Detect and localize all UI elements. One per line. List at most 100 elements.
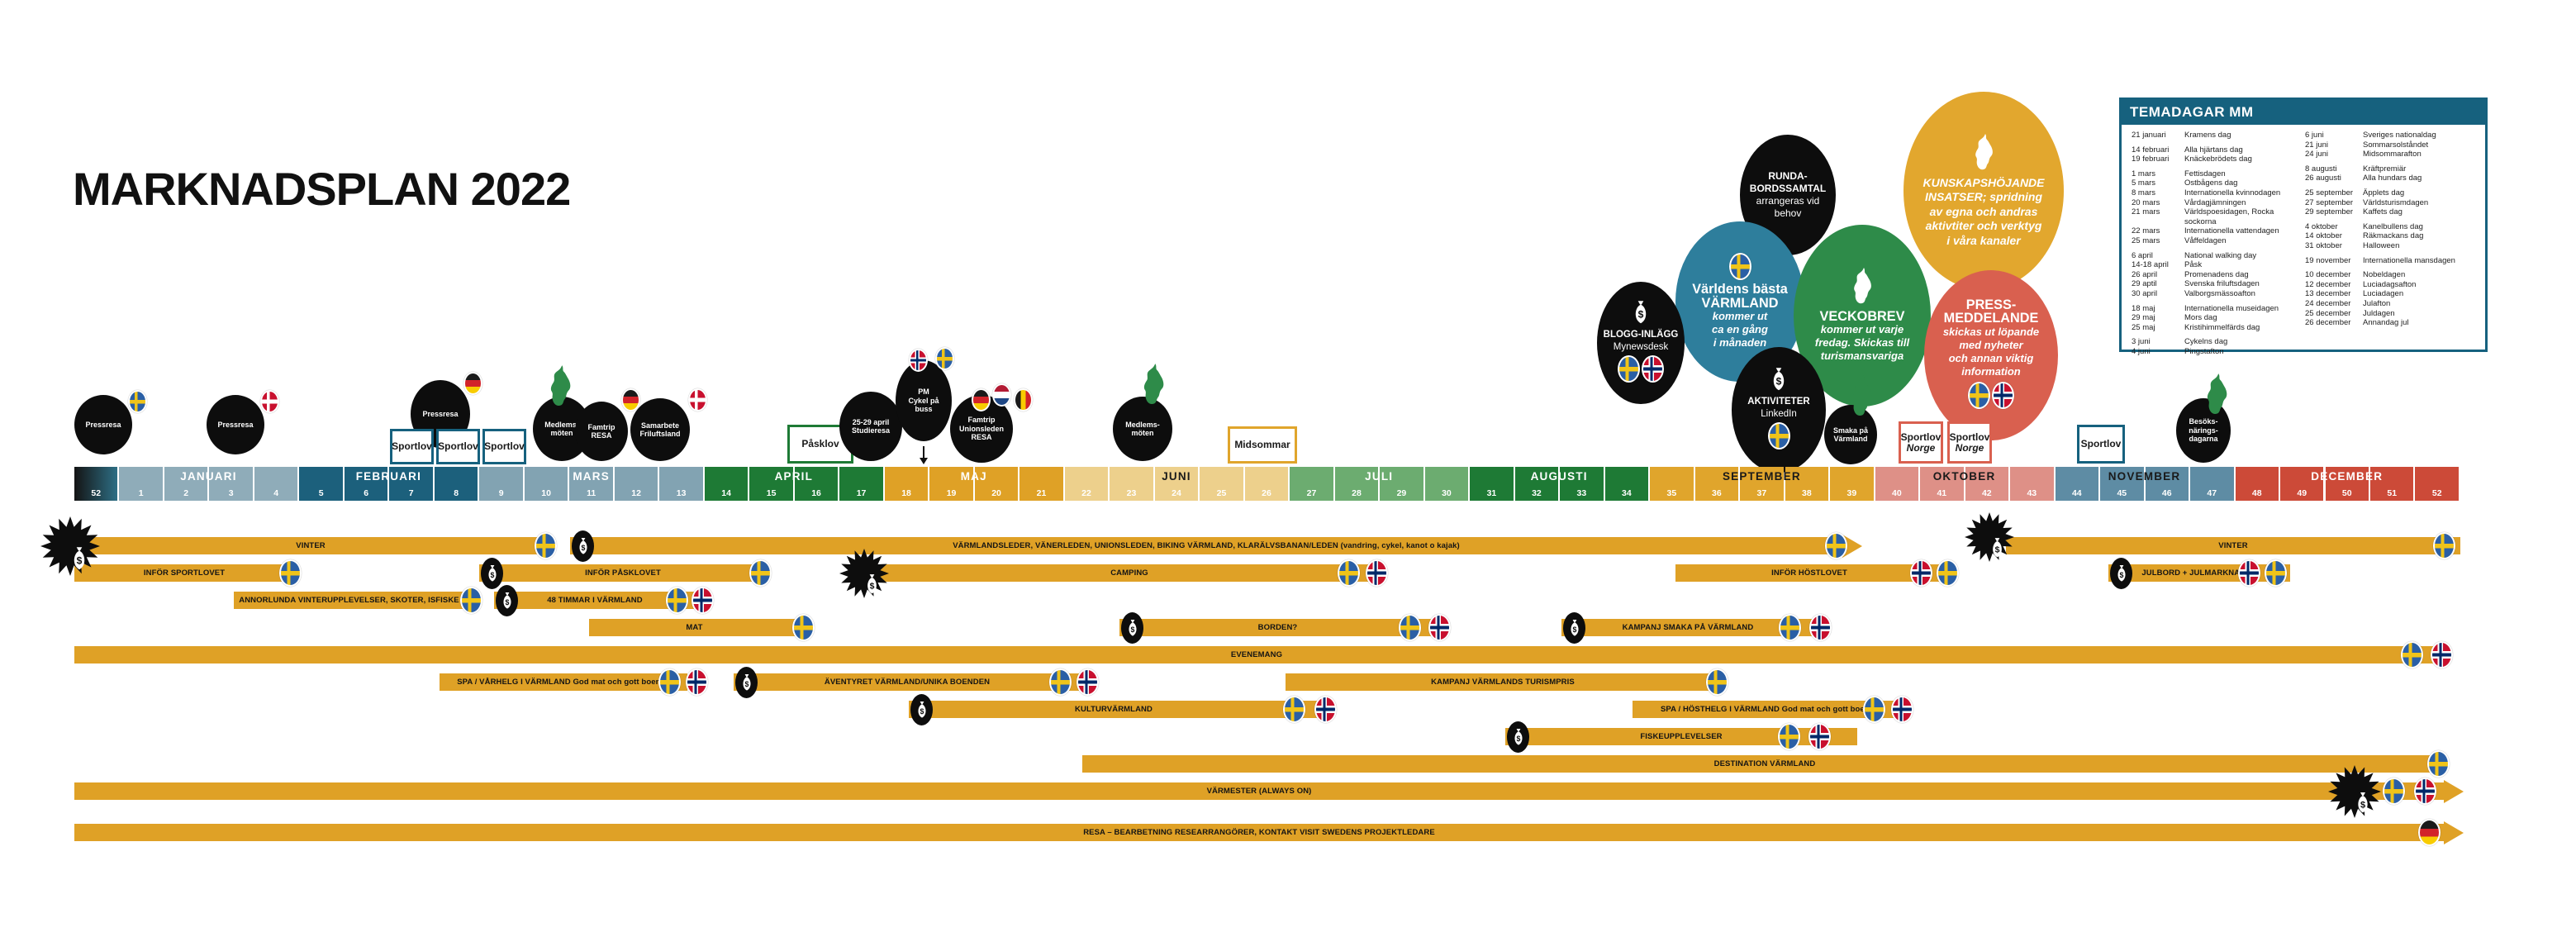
moneybag-icon: $ [481, 557, 503, 589]
temadagar-date: 3 juni [2132, 337, 2151, 347]
down-arrow [923, 446, 924, 459]
bubble-pressmeddelande: PRESS- MEDDELANDE skickas ut löpande med ny… [1924, 270, 2058, 440]
bubble-line: behov [1774, 207, 1802, 219]
moneybag-icon: $ [1570, 619, 1579, 636]
varmland-map-icon [1847, 375, 1875, 421]
temadagar-date: 29 aptil [2132, 279, 2157, 289]
varmland-map-icon [1854, 268, 1871, 304]
flag-no-icon [2431, 641, 2453, 668]
temadagar-label: Kräftpremiär [2363, 164, 2407, 174]
week-number: 13 [676, 488, 687, 498]
bubble-line: kommer ut varje [1820, 322, 1904, 335]
week-cell-46: 46 [2145, 467, 2189, 501]
temadagar-item: 12 december Luciadagsafton [2305, 280, 2479, 290]
starburst-icon [40, 516, 100, 576]
temadagar-item: 25 mars Våffeldagen [2132, 236, 2305, 246]
temadagar-item: 8 augusti Kräftpremiär [2305, 164, 2479, 174]
campaign-bar-label: BORDEN? [1257, 623, 1298, 632]
campaign-bar: INFÖR SPORTLOVET [74, 564, 294, 582]
marker-label: Friluftsland [639, 430, 681, 438]
week-cell-43: 43 [2010, 467, 2054, 501]
temadagar-label: Internationella mansdagen [2363, 255, 2455, 265]
temadagar-label: Kanelbullens dag [2363, 221, 2423, 231]
flag-se-icon [2427, 750, 2450, 778]
svg-text:$: $ [1572, 625, 1576, 633]
moneybag-icon: $ [1770, 367, 1788, 395]
week-number: 41 [1937, 488, 1947, 498]
temadagar-label: Våffeldagen [2184, 235, 2227, 245]
marker-medlemsmoten-juni: Medlems-möten [1113, 397, 1172, 461]
temadagar-date: 4 oktober [2305, 221, 2338, 231]
svg-text:$: $ [920, 706, 924, 715]
bubble-line: och annan viktig [1948, 352, 2034, 365]
temadagar-date: 6 april [2132, 250, 2153, 260]
week-number: 19 [946, 488, 957, 498]
flag-no-icon [909, 349, 928, 372]
week-cell-49: 49 [2280, 467, 2324, 501]
marker-sportlov-norge-2: Sportlov Norge [1947, 421, 1992, 464]
temadagar-panel: TEMADAGAR MM 21 januari Kramens dag 14 feb… [2119, 98, 2488, 356]
flag-se-icon [1618, 354, 1640, 383]
marker-sportlov-november: Sportlov [2077, 425, 2125, 464]
moneybag-icon: $ [74, 547, 85, 570]
temadagar-date: 19 november [2305, 255, 2351, 265]
campaign-bar: KULTURVÄRMLAND [909, 701, 1319, 718]
flag-se-icon [1778, 723, 1800, 750]
campaign-bar-label: INFÖR SPORTLOVET [143, 568, 226, 578]
temadagar-item: 26 december Annandag jul [2305, 318, 2479, 328]
flag-dk-icon [260, 390, 279, 413]
bubble-line: med nyheter [1959, 338, 2023, 351]
starburst-icon [2328, 765, 2381, 818]
marker-box-sublabel: Norge [1906, 441, 1936, 454]
flag-se-icon [535, 532, 557, 559]
flag-se-icon [935, 347, 954, 370]
bubble-flags [1767, 421, 1791, 453]
moneybag-icon: $ [735, 666, 758, 698]
temadagar-item: 24 juni Midsommarafton [2305, 150, 2479, 159]
flag-se-icon [1767, 421, 1790, 449]
temadagar-header: TEMADAGAR MM [2122, 100, 2485, 125]
week-number: 2 [183, 488, 189, 498]
campaign-bar-label: SPA / VÅRHELG I VÄRMLAND God mat och got… [457, 678, 670, 687]
bubble-line: KUNSKAPSHÖJANDE [1922, 175, 2045, 189]
week-number: 34 [1622, 488, 1632, 498]
temadagar-date: 29 maj [2132, 313, 2155, 323]
svg-text:$: $ [1995, 546, 2000, 555]
temadagar-group: 6 juni Sveriges nationaldag 21 juni Sommars… [2305, 131, 2479, 159]
week-number: 47 [2207, 488, 2217, 498]
marker-sportlov-2: Sportlov [436, 429, 480, 464]
campaign-bar-label: VINTER [296, 541, 326, 550]
campaign-bar: VINTER [2006, 537, 2460, 554]
week-cell-39: 39 [1830, 467, 1874, 501]
flag-se-icon [460, 587, 482, 614]
week-cell-22: 22 [1064, 467, 1109, 501]
moneybag-icon: $ [867, 574, 877, 594]
temadagar-label: Julafton [2363, 298, 2391, 308]
week-cell-14: 14 [704, 467, 749, 501]
temadagar-group: 21 januari Kramens dag [2132, 131, 2305, 140]
flag-dk-icon [688, 388, 707, 411]
campaign-bar-label: KAMPANJ VÄRMLANDS TURISMPRIS [1431, 678, 1575, 687]
varmland-map-icon [2207, 373, 2227, 415]
bubble-line: VÄRMLAND [1701, 295, 1779, 311]
week-cell-2: 2 [164, 467, 208, 501]
marker-label: Famtrip [587, 422, 615, 431]
moneybag-icon: $ [502, 592, 511, 609]
bubble-line: ca en gång [1712, 323, 1768, 336]
moneybag-icon: $ [578, 537, 587, 554]
starburst-icon [1965, 512, 2014, 562]
bubble-kunskapshojande-insatser: KUNSKAPSHÖJANDE INSATSER; spridning av egn… [1903, 92, 2064, 290]
week-cell-28: 28 [1334, 467, 1379, 501]
week-cell-15: 15 [749, 467, 793, 501]
week-cell-41: 41 [1920, 467, 1964, 501]
temadagar-label: Annandag jul [2363, 318, 2409, 328]
temadagar-label: Pingstafton [2184, 346, 2224, 356]
flag-no-icon [1809, 614, 1832, 641]
moneybag-icon: $ [2110, 557, 2132, 589]
moneybag-icon: $ [1121, 611, 1143, 644]
marker-label: buss [915, 405, 933, 414]
campaign-bar-label: INFÖR PÅSKLOVET [585, 568, 661, 578]
bubble-line: PRESS- [1965, 297, 2017, 313]
temadagar-date: 21 juni [2305, 140, 2328, 150]
marker-box-label: Sportlov [1900, 430, 1942, 443]
